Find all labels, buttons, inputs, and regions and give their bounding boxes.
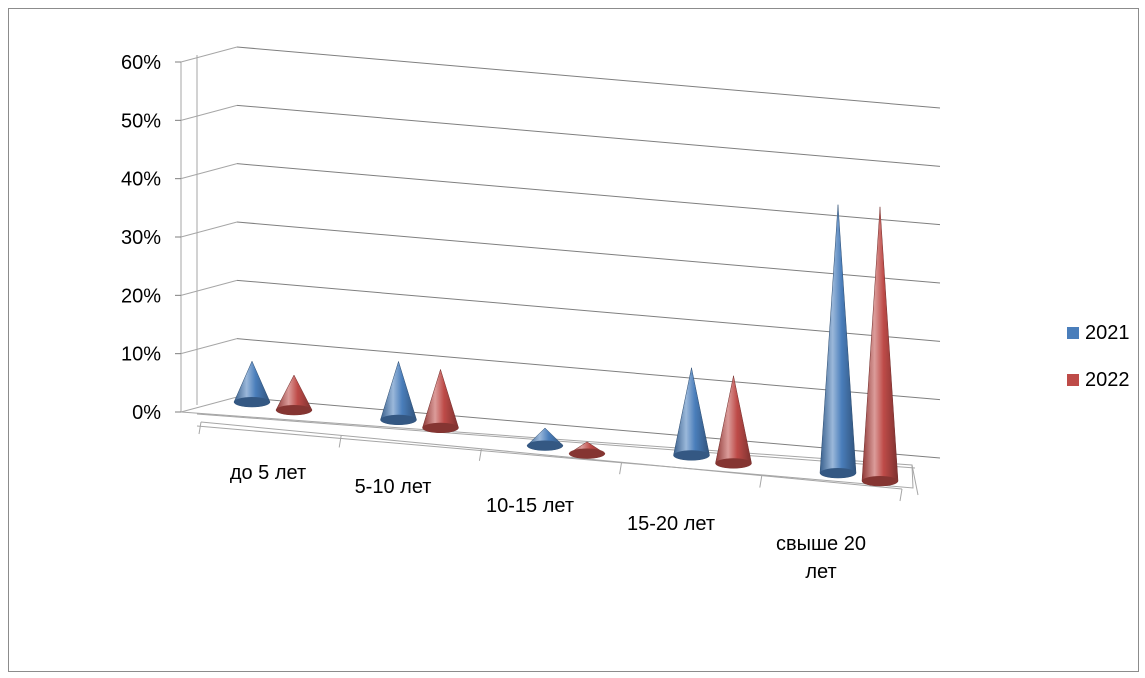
legend-item-2022: 2022 — [1067, 369, 1130, 391]
cone-chart: 0% 10% 20% 30% 40% 50% 60% до 5 лет 5-10 лет 10-… — [121, 46, 941, 583]
x-tick-label: 15-20 лет — [627, 513, 715, 535]
legend-swatch-2022 — [1067, 374, 1079, 386]
gridline — [236, 221, 941, 284]
x-tick-label: свыше 20 лет — [776, 533, 866, 583]
y-tick-label: 10% — [121, 344, 161, 366]
cone-base — [422, 422, 459, 433]
cone-base — [862, 476, 898, 486]
cone-2022-3 — [715, 375, 752, 469]
cone-base — [380, 414, 417, 425]
cone-2021-2 — [526, 427, 564, 451]
y-tick-label: 30% — [121, 227, 161, 249]
x-tick-mark — [759, 475, 763, 488]
gridline — [236, 338, 941, 401]
side-gridline — [180, 396, 238, 413]
x-tick-mark — [198, 421, 202, 435]
y-tick-label: 0% — [132, 402, 161, 424]
cone-2022-2 — [568, 441, 606, 459]
chart-cones — [233, 204, 899, 487]
y-tick-label: 40% — [121, 169, 161, 191]
cone-body — [819, 204, 857, 479]
chart-legend: 2021 2022 — [1067, 322, 1130, 416]
cone-2022-1 — [422, 368, 459, 433]
x-axis-line — [200, 421, 903, 490]
cone-2021-1 — [380, 360, 417, 425]
cone-2021-3 — [673, 367, 710, 461]
cone-base — [234, 397, 270, 407]
floor-right-edge — [911, 464, 919, 496]
cone-base — [820, 468, 856, 478]
y-tick-label: 20% — [121, 285, 161, 307]
gridline — [236, 46, 941, 109]
cone-base — [569, 448, 605, 459]
y-tick-label: 50% — [121, 110, 161, 132]
x-tick-label: 5-10 лет — [355, 476, 432, 498]
legend-item-2021: 2021 — [1067, 322, 1130, 344]
x-tick-mark — [619, 462, 623, 475]
x-axis-labels: до 5 лет 5-10 лет 10-15 лет 15-20 лет свыше … — [230, 462, 866, 583]
legend-swatch-2021 — [1067, 327, 1079, 339]
cone-base — [673, 450, 710, 461]
side-gridline — [180, 279, 238, 296]
cone-base — [276, 405, 312, 415]
cone-body — [673, 367, 710, 461]
side-gridline — [180, 163, 238, 180]
gridline — [236, 163, 941, 226]
side-gridline — [180, 338, 238, 355]
cone-body — [715, 375, 752, 469]
x-tick-label: до 5 лет — [230, 462, 306, 484]
y-tick-label: 60% — [121, 52, 161, 74]
side-gridline — [180, 104, 238, 121]
gridline — [236, 279, 941, 342]
legend-label-2022: 2022 — [1085, 368, 1130, 391]
cone-2021-4 — [819, 204, 857, 479]
cone-base — [715, 458, 752, 469]
cone-base — [527, 440, 563, 451]
x-tick-mark — [478, 448, 482, 461]
x-tick-mark — [338, 435, 342, 448]
side-gridline — [180, 46, 238, 63]
cone-body — [861, 206, 899, 487]
legend-label-2021: 2021 — [1085, 321, 1130, 344]
x-tick-label: 10-15 лет — [486, 495, 574, 517]
cone-2022-4 — [861, 206, 899, 487]
side-gridline — [180, 221, 238, 238]
chart-frame: 0% 10% 20% 30% 40% 50% 60% до 5 лет 5-10 лет 10-… — [8, 8, 1139, 672]
cone-2022-0 — [275, 374, 313, 416]
y-axis-ticks: 0% 10% 20% 30% 40% 50% 60% — [121, 52, 161, 424]
gridline — [236, 104, 941, 167]
cone-2021-0 — [233, 360, 271, 408]
x-tick-mark — [899, 488, 903, 502]
